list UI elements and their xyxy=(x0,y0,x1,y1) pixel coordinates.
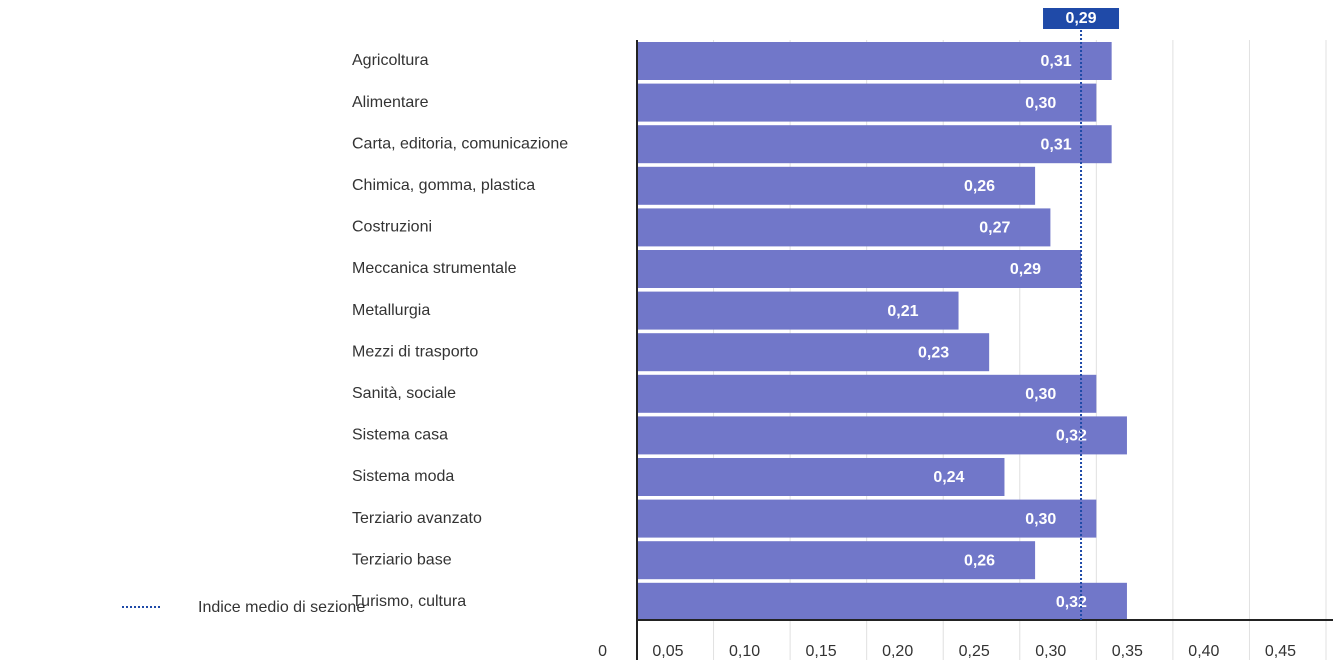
category-label: Carta, editoria, comunicazione xyxy=(352,135,568,152)
x-tick-label: 0 xyxy=(598,643,607,660)
category-label: Metallurgia xyxy=(352,302,430,319)
bar xyxy=(637,42,1112,80)
value-label: 0,24 xyxy=(933,469,964,486)
bar xyxy=(637,333,990,372)
value-label: 0,26 xyxy=(964,178,995,195)
value-label: 0,27 xyxy=(979,220,1010,237)
reference-label: 0,29 xyxy=(1065,10,1096,27)
value-label: 0,32 xyxy=(1056,594,1087,611)
x-tick-label: 0,15 xyxy=(806,643,837,660)
bar xyxy=(637,208,1051,247)
category-label: Costruzioni xyxy=(352,219,432,236)
category-label: Terziario base xyxy=(352,551,452,568)
bar xyxy=(637,291,959,330)
bar xyxy=(637,125,1112,164)
value-label: 0,29 xyxy=(1010,261,1041,278)
bar xyxy=(637,374,1097,413)
bar xyxy=(637,582,1127,621)
value-label: 0,23 xyxy=(918,344,949,361)
category-label: Sistema moda xyxy=(352,468,454,485)
category-label: Terziario avanzato xyxy=(352,510,482,527)
x-tick-label: 0,30 xyxy=(1035,643,1066,660)
x-tick-label: 0,25 xyxy=(959,643,990,660)
value-label: 0,30 xyxy=(1025,511,1056,528)
value-label: 0,31 xyxy=(1041,136,1072,153)
x-tick-label: 0,40 xyxy=(1188,643,1219,660)
category-label: Mezzi di trasporto xyxy=(352,343,478,360)
bar xyxy=(637,416,1127,455)
value-label: 0,31 xyxy=(1041,53,1072,70)
bar xyxy=(637,250,1082,288)
x-tick-label: 0,45 xyxy=(1265,643,1296,660)
category-label: Sistema casa xyxy=(352,427,448,444)
bar xyxy=(637,83,1097,122)
category-label: Chimica, gomma, plastica xyxy=(352,177,535,194)
bar xyxy=(637,166,1036,205)
x-tick-label: 0,05 xyxy=(652,643,683,660)
value-label: 0,30 xyxy=(1025,95,1056,112)
x-tick-label: 0,10 xyxy=(729,643,760,660)
value-label: 0,26 xyxy=(964,552,995,569)
legend-label: Indice medio di sezione xyxy=(198,599,365,616)
value-label: 0,32 xyxy=(1056,428,1087,445)
category-label: Turismo, cultura xyxy=(352,593,466,610)
bar xyxy=(637,458,1005,496)
value-label: 0,30 xyxy=(1025,386,1056,403)
category-label: Meccanica strumentale xyxy=(352,260,517,277)
bar xyxy=(637,499,1097,538)
category-label: Agricoltura xyxy=(352,52,429,69)
bar xyxy=(637,541,1036,580)
category-label: Sanità, sociale xyxy=(352,385,456,402)
category-label: Alimentare xyxy=(352,94,429,111)
x-tick-label: 0,20 xyxy=(882,643,913,660)
reference-label-box xyxy=(1043,8,1120,29)
x-tick-label: 0,35 xyxy=(1112,643,1143,660)
value-label: 0,21 xyxy=(887,303,918,320)
